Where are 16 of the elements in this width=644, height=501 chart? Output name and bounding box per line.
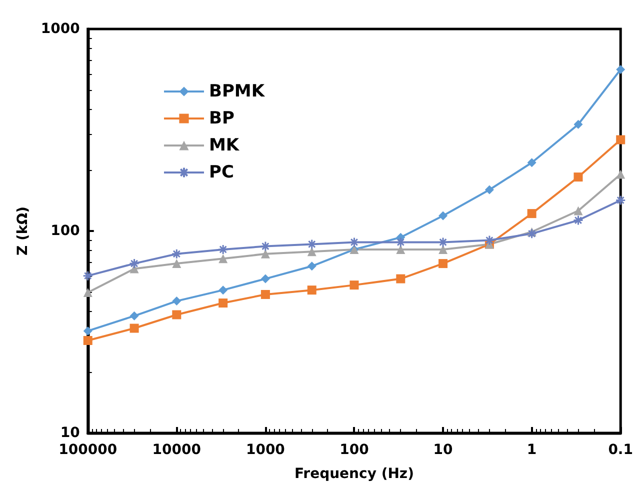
x-axis-title: Frequency (Hz) <box>294 466 414 482</box>
x-tick-label: 0.1 <box>608 442 634 458</box>
y-tick-label: 100 <box>50 223 80 239</box>
x-tick-label: 1 <box>526 442 537 458</box>
x-tick-label: 10 <box>433 442 454 458</box>
x-tick-label: 10000 <box>152 442 202 458</box>
y-axis-title: Z (kΩ) <box>15 206 31 256</box>
x-tick-label: 1000 <box>246 442 286 458</box>
x-tick-label: 100 <box>340 442 370 458</box>
legend-label: PC <box>209 162 234 182</box>
y-tick-label: 10 <box>60 425 80 441</box>
legend-label: MK <box>209 136 240 156</box>
legend-label: BP <box>209 108 234 128</box>
y-tick-label: 1000 <box>40 21 80 37</box>
x-tick-label: 100000 <box>58 442 118 458</box>
legend-label: BPMK <box>209 82 266 102</box>
